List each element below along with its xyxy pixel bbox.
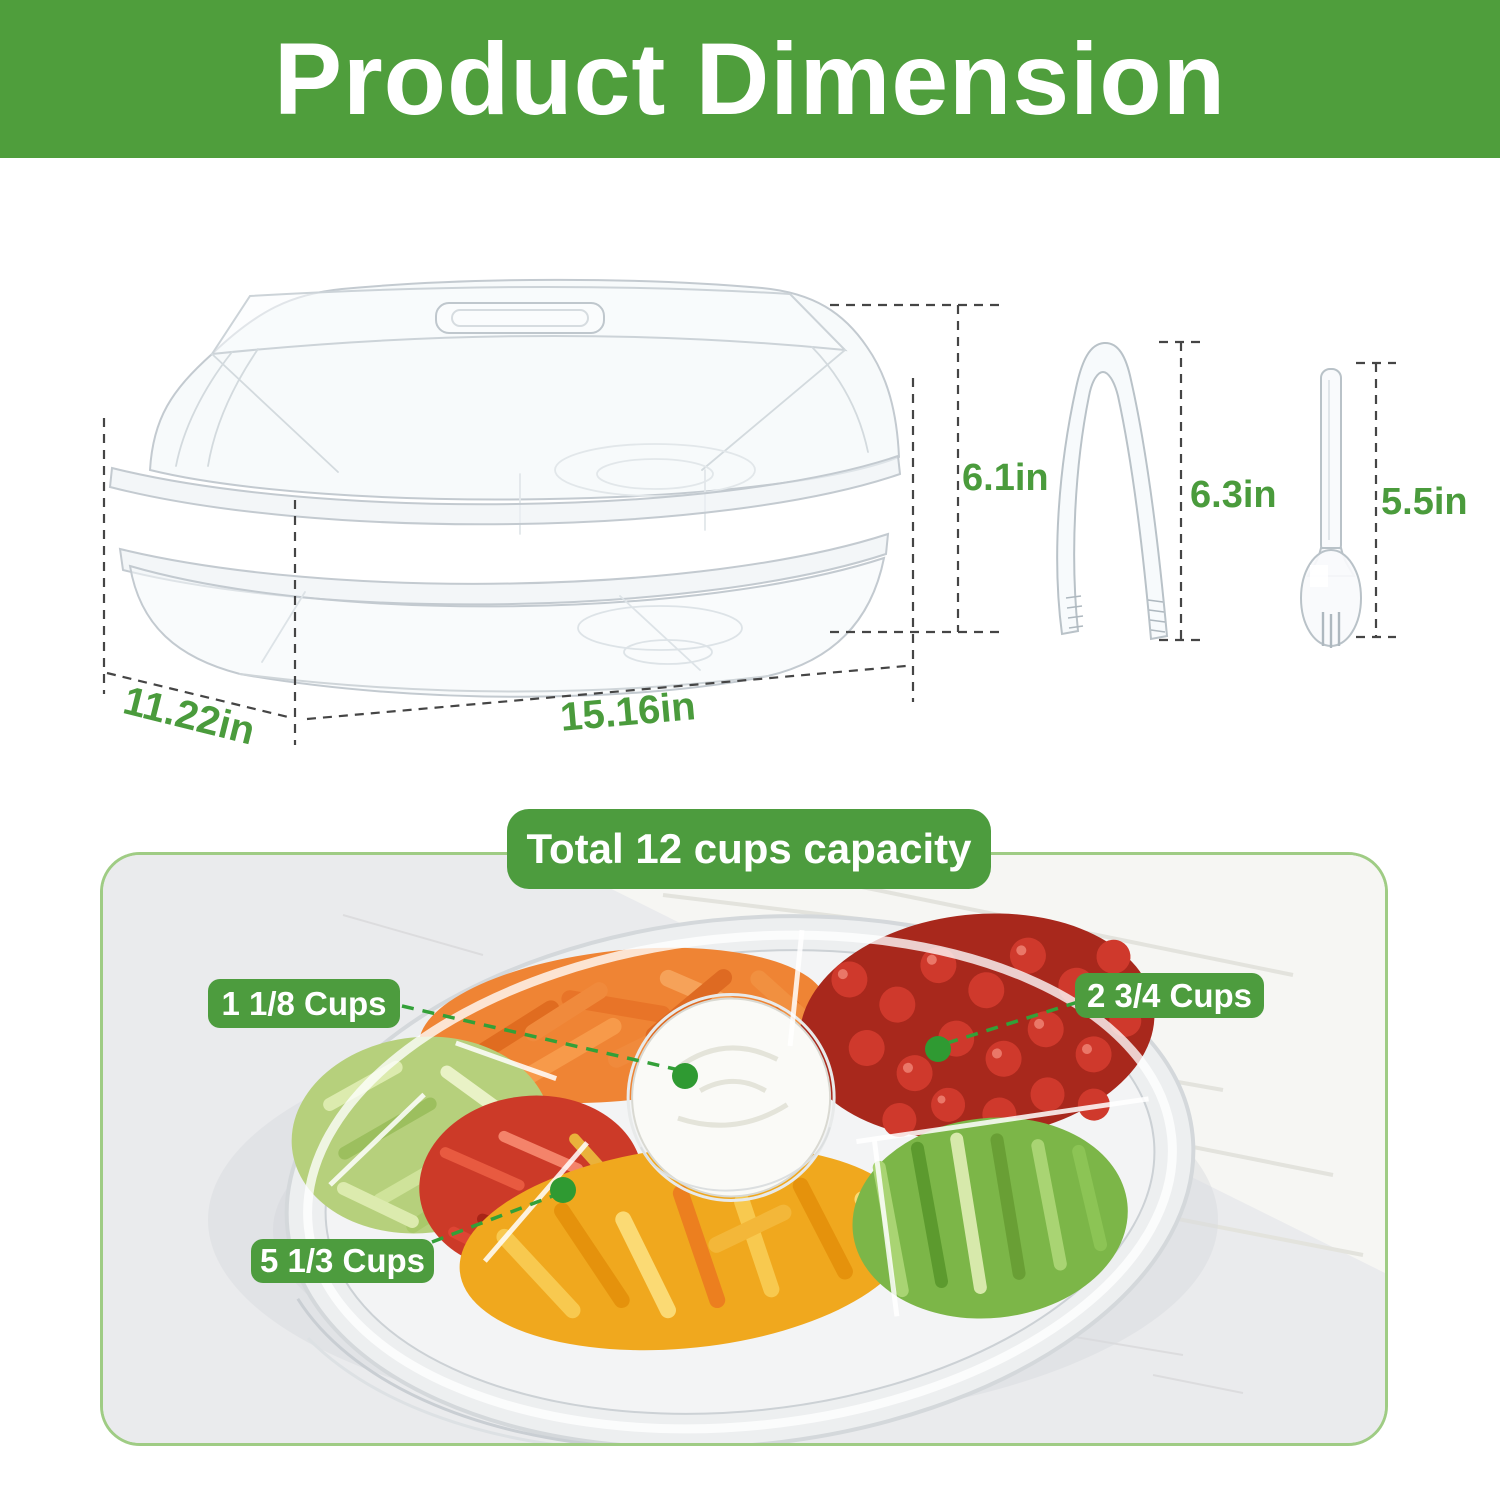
tray-illustration [108, 278, 902, 698]
dimension-lines [102, 303, 1396, 745]
compartment-dividers [328, 929, 1149, 1317]
tomatoes-capacity-badge: 2 3/4 Cups [1075, 973, 1264, 1018]
dip-capacity-badge: 1 1/8 Cups [208, 979, 400, 1028]
peppers-dot [550, 1177, 576, 1203]
leader-tomatoes [943, 1000, 1079, 1046]
page-title: Product Dimension [273, 21, 1227, 136]
peppers-capacity-badge: 5 1/3 Cups [251, 1239, 434, 1283]
total-capacity-badge: Total 12 cups capacity [507, 809, 991, 889]
spork-length-label: 5.5in [1381, 481, 1468, 523]
leader-peppers [431, 1192, 559, 1244]
leader-dip [401, 1004, 680, 1072]
veggie-tray-photo [103, 855, 1385, 1443]
dip-dot [672, 1063, 698, 1089]
veggie-tray [284, 913, 1196, 1443]
capacity-photo-panel [100, 852, 1388, 1446]
tongs-illustration [1056, 341, 1169, 641]
dip-cup [626, 992, 836, 1202]
celery-sticks-compartment [852, 1117, 1128, 1319]
width-line [306, 664, 907, 721]
tomatoes-compartment [799, 913, 1155, 1140]
tray-height-label: 6.1in [962, 457, 1049, 499]
header-banner: Product Dimension [0, 0, 1500, 158]
tomatoes-dot [925, 1036, 951, 1062]
spork-illustration [1300, 368, 1362, 648]
capacity-leaders [401, 1000, 1079, 1244]
tongs-length-label: 6.3in [1190, 474, 1277, 516]
